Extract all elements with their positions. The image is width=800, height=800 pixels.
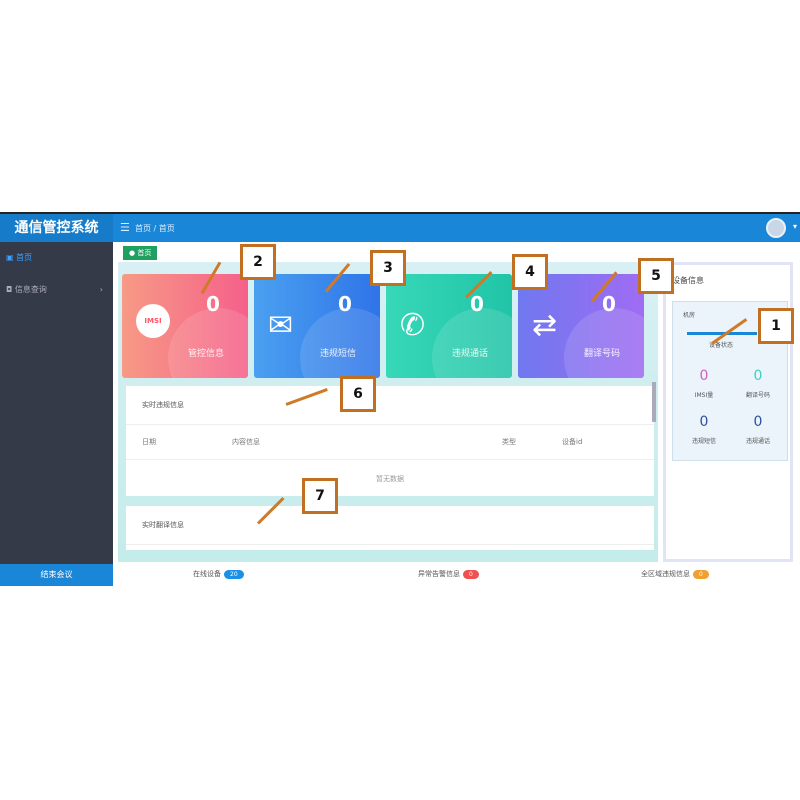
- stat-sms: 0 违规短信: [691, 414, 716, 445]
- card-label: 翻译号码: [584, 349, 621, 359]
- column-header: 日期: [142, 438, 156, 446]
- imsi-icon: IMSI: [136, 304, 170, 338]
- status-footer: 在线设备 20 异常告警信息 0 全区域违规信息 0: [113, 564, 800, 586]
- table-header: 日期 内容信息 类型 设备id: [126, 425, 654, 460]
- card-value: 0: [206, 292, 220, 316]
- footer-alarm[interactable]: 异常告警信息 0: [418, 569, 479, 579]
- card-translate[interactable]: ⇄ 0 翻译号码: [518, 274, 644, 378]
- content-area: IMSI 0 管控信息 ✉ 0 违规短信 ✆ 0 违规通话 ⇄ 0 翻译号码 实时违规信息 日期…: [118, 262, 658, 562]
- status-label: 设备状态: [709, 342, 734, 349]
- annotation-5: 5: [638, 258, 674, 294]
- top-bar: 通信管控系统 ☰ 首页 / 首页 ▾: [0, 212, 800, 242]
- stat-imsi: 0 IMSI量: [694, 368, 714, 399]
- sidebar-item-home[interactable]: ▣ 首页: [6, 253, 33, 262]
- stat-translate: 0 翻译号码: [745, 368, 770, 399]
- mail-icon: ✉: [268, 308, 294, 343]
- translations-panel: 实时翻译信息: [126, 506, 654, 550]
- scrollbar[interactable]: [652, 382, 656, 422]
- app-title: 通信管控系统: [0, 214, 113, 242]
- sidebar-item-label: 首页: [16, 253, 33, 262]
- annotation-3: 3: [370, 250, 406, 286]
- avatar[interactable]: [766, 218, 786, 238]
- empty-message: 暂无数据: [376, 475, 404, 483]
- breadcrumb-item: 首页: [158, 224, 175, 233]
- count-badge: 0: [693, 570, 709, 579]
- card-value: 0: [338, 292, 352, 316]
- tab-home[interactable]: ● 首页: [123, 246, 158, 260]
- main-area: ● 首页 IMSI 0 管控信息 ✉ 0 违规短信 ✆ 0 违规通话 ⇄ 0 翻译号码 实时违规…: [113, 242, 800, 564]
- tab-label: 首页: [137, 249, 152, 257]
- end-meeting-button[interactable]: 结束会议: [0, 564, 113, 586]
- card-value: 0: [470, 292, 484, 316]
- chevron-icon: ›: [99, 285, 103, 294]
- count-badge: 0: [463, 570, 479, 579]
- sidebar-item-label: 信息查询: [14, 285, 47, 294]
- card-sms[interactable]: ✉ 0 违规短信: [254, 274, 380, 378]
- panel-title: 实时违规信息: [126, 386, 654, 425]
- column-header: 设备id: [562, 438, 583, 446]
- swap-icon: ⇄: [532, 308, 558, 343]
- breadcrumb-item[interactable]: 首页: [134, 224, 151, 233]
- column-header: 类型: [502, 438, 516, 446]
- room-label: 机房: [683, 312, 696, 319]
- annotation-2: 2: [240, 244, 276, 280]
- chevron-down-icon[interactable]: ▾: [792, 222, 797, 231]
- count-badge: 20: [224, 570, 244, 579]
- column-header: 内容信息: [232, 438, 260, 446]
- annotation-7: 7: [302, 478, 338, 514]
- annotation-4: 4: [512, 254, 548, 290]
- device-info-panel: 设备信息 机房 设备状态 0 IMSI量 0 翻译号码 0 违规短信 0 违规通话: [663, 262, 793, 562]
- card-value: 0: [602, 292, 616, 316]
- footer-online[interactable]: 在线设备 20: [193, 569, 244, 579]
- annotation-6: 6: [340, 376, 376, 412]
- breadcrumb: ☰ 首页 / 首页: [120, 221, 175, 234]
- card-label: 违规短信: [320, 349, 357, 359]
- sidebar-item-query[interactable]: ◘ 信息查询 ›: [0, 274, 113, 306]
- violations-panel: 实时违规信息 日期 内容信息 类型 设备id 暂无数据: [126, 386, 654, 496]
- annotation-1: 1: [758, 308, 794, 344]
- phone-icon: ✆: [400, 308, 426, 343]
- panel-title: 设备信息: [672, 276, 704, 285]
- panel-title: 实时翻译信息: [126, 506, 654, 545]
- card-call[interactable]: ✆ 0 违规通话: [386, 274, 512, 378]
- menu-toggle-icon[interactable]: ☰: [120, 221, 130, 234]
- footer-violations[interactable]: 全区域违规信息 0: [641, 569, 709, 579]
- card-control-info[interactable]: IMSI 0 管控信息: [122, 274, 248, 378]
- card-label: 管控信息: [188, 349, 225, 359]
- card-label: 违规通话: [452, 349, 489, 359]
- stat-call: 0 违规通话: [745, 414, 770, 445]
- sidebar: ▣ 首页 ◘ 信息查询 ›: [0, 242, 113, 564]
